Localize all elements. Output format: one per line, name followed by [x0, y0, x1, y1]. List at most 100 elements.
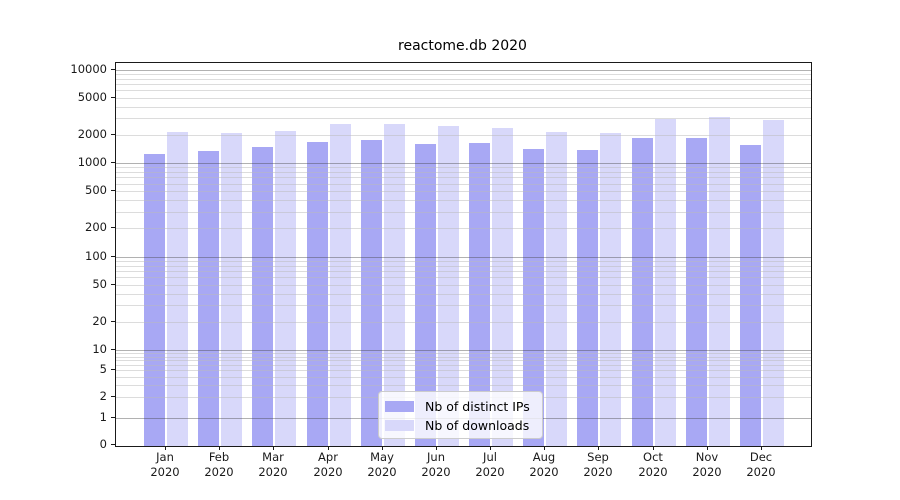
bar-nb-of-distinct-ips-sep: [577, 150, 599, 446]
gridline-200: [116, 228, 811, 229]
y-tick-label-10000: 10000: [70, 61, 107, 76]
bar-nb-of-distinct-ips-jan: [144, 153, 165, 446]
y-tick-label-2: 2: [99, 389, 107, 404]
y-tick-mark-20: [111, 320, 115, 322]
gridline-800: [116, 172, 811, 173]
y-tick-label-50: 50: [92, 276, 107, 291]
gridline-10: [116, 350, 811, 351]
gridline-2000: [116, 135, 811, 136]
bar-nb-of-distinct-ips-nov: [685, 138, 707, 446]
bar-nb-of-distinct-ips-aug: [523, 149, 545, 446]
gridline-900: [116, 167, 811, 168]
x-tick-label-oct: Oct 2020: [638, 450, 668, 479]
gridline-500: [116, 191, 811, 192]
y-tick-mark-10: [111, 349, 115, 350]
gridline-100: [116, 257, 811, 258]
y-tick-mark-5000: [111, 96, 115, 98]
gridline-5000: [116, 98, 811, 99]
x-tick-label-jan: Jan 2020: [150, 450, 180, 479]
x-tick-label-feb: Feb 2020: [204, 450, 234, 479]
bar-nb-of-downloads-sep: [600, 132, 622, 446]
gridline-8000: [116, 79, 811, 80]
x-tick-mark-sep: [598, 446, 599, 450]
bar-nb-of-downloads-feb: [221, 132, 243, 446]
x-tick-label-nov: Nov 2020: [692, 450, 722, 479]
legend: Nb of distinct IPs Nb of downloads: [378, 391, 543, 439]
chart-title: reactome.db 2020: [398, 38, 527, 54]
x-tick-mark-may: [382, 446, 383, 450]
gridline-20: [116, 322, 811, 323]
x-tick-label-jul: Jul 2020: [475, 450, 505, 479]
y-tick-mark-500: [111, 190, 115, 192]
gridline-30: [116, 305, 811, 306]
bar-nb-of-downloads-jul: [492, 127, 514, 446]
gridline-7: [116, 360, 811, 361]
x-tick-mark-apr: [328, 446, 329, 450]
bar-nb-of-downloads-mar: [275, 130, 297, 446]
bar-nb-of-distinct-ips-may: [360, 140, 382, 446]
x-tick-mark-aug: [544, 446, 545, 450]
x-tick-label-dec: Dec 2020: [746, 450, 776, 479]
gridline-6: [116, 365, 811, 366]
gridline-10000: [116, 70, 811, 71]
gridline-600: [116, 184, 811, 185]
gridline-4: [116, 377, 811, 378]
gridline-50: [116, 285, 811, 286]
bar-nb-of-downloads-aug: [546, 131, 568, 446]
gridline-9000: [116, 74, 811, 75]
y-tick-label-200: 200: [85, 220, 107, 235]
bar-nb-of-downloads-oct: [654, 119, 676, 446]
x-tick-mark-jul: [490, 446, 491, 450]
bar-nb-of-downloads-nov: [708, 117, 730, 446]
x-tick-label-aug: Aug 2020: [529, 450, 559, 479]
bar-nb-of-distinct-ips-mar: [252, 147, 274, 446]
gridline-90: [116, 261, 811, 262]
y-tick-mark-2: [111, 396, 115, 398]
y-tick-mark-2000: [111, 133, 115, 135]
gridline-300: [116, 212, 811, 213]
legend-label-distinct-ips: Nb of distinct IPs: [425, 399, 530, 414]
gridline-400: [116, 200, 811, 201]
gridline-5: [116, 370, 811, 371]
plot-area: [115, 62, 812, 447]
bar-nb-of-distinct-ips-dec: [739, 144, 761, 446]
gridline-80: [116, 266, 811, 267]
bar-nb-of-downloads-dec: [762, 120, 784, 446]
y-tick-mark-10000: [111, 68, 115, 70]
y-tick-mark-1: [111, 416, 115, 418]
gridline-7000: [116, 84, 811, 85]
gridline-4000: [116, 107, 811, 108]
legend-item-distinct-ips: Nb of distinct IPs: [385, 397, 536, 416]
x-tick-mark-jun: [436, 446, 437, 450]
x-tick-mark-jan: [165, 446, 166, 450]
gridline-8: [116, 357, 811, 358]
x-tick-mark-feb: [219, 446, 220, 450]
y-tick-mark-100: [111, 255, 115, 257]
y-tick-label-10: 10: [92, 342, 107, 356]
y-tick-mark-1000: [111, 162, 115, 163]
legend-item-downloads: Nb of downloads: [385, 416, 536, 435]
gridline-60: [116, 277, 811, 278]
y-tick-label-5000: 5000: [77, 89, 107, 104]
x-tick-mark-dec: [761, 446, 762, 450]
y-tick-label-20: 20: [92, 313, 107, 328]
legend-label-downloads: Nb of downloads: [425, 418, 530, 433]
y-tick-label-1: 1: [99, 409, 107, 424]
x-tick-mark-oct: [653, 446, 654, 450]
bar-nb-of-downloads-jan: [167, 131, 188, 446]
y-tick-mark-0: [111, 444, 115, 445]
bar-nb-of-distinct-ips-apr: [306, 141, 328, 446]
x-tick-label-mar: Mar 2020: [258, 450, 288, 479]
x-tick-label-may: May 2020: [367, 450, 397, 479]
y-tick-label-0: 0: [99, 437, 107, 451]
x-tick-label-sep: Sep 2020: [583, 450, 613, 479]
legend-swatch-downloads-icon: [385, 420, 414, 431]
bar-nb-of-distinct-ips-feb: [198, 150, 220, 446]
y-tick-label-5: 5: [99, 362, 107, 377]
x-tick-label-jun: Jun 2020: [421, 450, 451, 479]
x-tick-mark-mar: [273, 446, 274, 450]
y-tick-label-100: 100: [85, 248, 107, 263]
legend-swatch-distinct-ips-icon: [385, 401, 414, 412]
y-tick-mark-5: [111, 369, 115, 371]
